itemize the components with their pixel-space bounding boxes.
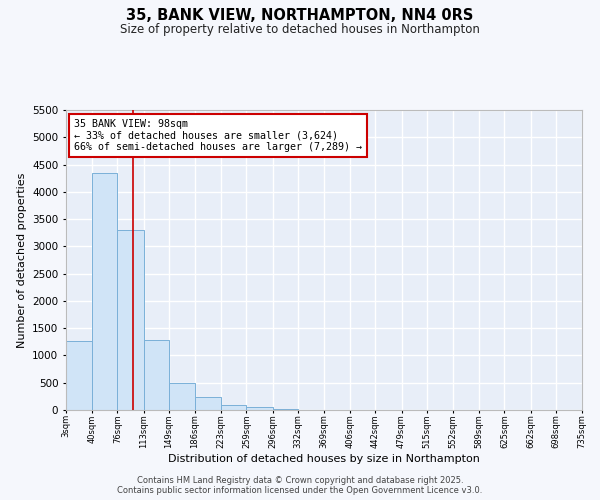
Bar — [221, 405, 247, 410]
Text: Contains public sector information licensed under the Open Government Licence v3: Contains public sector information licen… — [118, 486, 482, 495]
Bar — [247, 408, 272, 410]
Text: Size of property relative to detached houses in Northampton: Size of property relative to detached ho… — [120, 22, 480, 36]
Bar — [118, 230, 143, 410]
Bar — [195, 398, 221, 410]
Bar — [272, 409, 298, 410]
Text: 35 BANK VIEW: 98sqm
← 33% of detached houses are smaller (3,624)
66% of semi-det: 35 BANK VIEW: 98sqm ← 33% of detached ho… — [74, 119, 362, 152]
Bar — [92, 172, 118, 410]
Text: Contains HM Land Registry data © Crown copyright and database right 2025.: Contains HM Land Registry data © Crown c… — [137, 476, 463, 485]
X-axis label: Distribution of detached houses by size in Northampton: Distribution of detached houses by size … — [168, 454, 480, 464]
Y-axis label: Number of detached properties: Number of detached properties — [17, 172, 26, 348]
Text: 35, BANK VIEW, NORTHAMPTON, NN4 0RS: 35, BANK VIEW, NORTHAMPTON, NN4 0RS — [127, 8, 473, 22]
Bar — [66, 340, 92, 410]
Bar — [143, 340, 169, 410]
Bar — [169, 382, 195, 410]
